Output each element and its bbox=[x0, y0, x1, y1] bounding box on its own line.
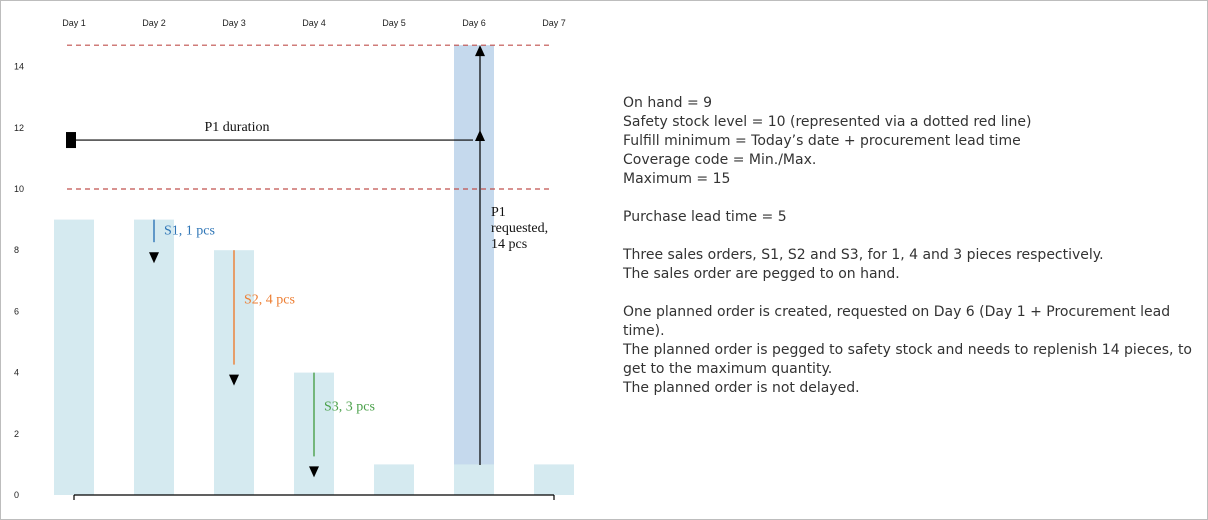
y-tick-label: 12 bbox=[14, 123, 24, 133]
y-tick-label: 10 bbox=[14, 184, 24, 194]
x-tick-label: Day 6 bbox=[462, 18, 486, 28]
sales-arrowhead-2 bbox=[229, 374, 239, 386]
notes-spacer bbox=[623, 189, 1198, 208]
inventory-chart: Day 1 Day 2 Day 3 Day 4 Day 5 Day 6 Day 7 0 2 4 6 8… bbox=[14, 18, 574, 500]
explanation-text: On hand = 9 Safety stock level = 10 (repr… bbox=[623, 94, 1198, 398]
p1-mid-arrowhead bbox=[475, 130, 485, 142]
y-tick-label: 2 bbox=[14, 429, 19, 439]
notes-line: Fulfill minimum = Today’s date + procure… bbox=[623, 133, 1021, 149]
notes-line: On hand = 9 bbox=[623, 95, 713, 111]
y-tick-label: 14 bbox=[14, 62, 24, 72]
y-tick-label: 0 bbox=[14, 490, 19, 500]
sales-arrowhead-1 bbox=[149, 252, 159, 264]
p1-label-line: requested, bbox=[491, 221, 548, 236]
bar-day-5 bbox=[374, 464, 414, 495]
y-tick-label: 4 bbox=[14, 368, 19, 378]
x-tick-label: Day 5 bbox=[382, 18, 406, 28]
y-tick-label: 8 bbox=[14, 245, 19, 255]
x-tick-label: Day 1 bbox=[62, 18, 86, 28]
sales-arrow-label-1: S1, 1 pcs bbox=[164, 224, 215, 239]
bar-day-1 bbox=[54, 219, 94, 495]
notes-line: Coverage code = Min./Max. bbox=[623, 152, 817, 168]
planned-order-column bbox=[454, 45, 494, 496]
p1-label-line: P1 bbox=[491, 205, 506, 220]
p1-label-line: 14 pcs bbox=[491, 237, 527, 252]
x-tick-label: Day 2 bbox=[142, 18, 166, 28]
notes-line: Purchase lead time = 5 bbox=[623, 209, 787, 225]
notes-line: The sales order are pegged to on hand. bbox=[623, 266, 900, 282]
y-tick-label: 6 bbox=[14, 306, 19, 316]
x-tick-label: Day 4 bbox=[302, 18, 326, 28]
sales-arrowhead-3 bbox=[309, 466, 319, 478]
notes-line: Three sales orders, S1, S2 and S3, for 1… bbox=[623, 247, 1104, 263]
notes-line: Safety stock level = 10 (represented via… bbox=[623, 114, 1032, 130]
p1-top-arrowhead bbox=[475, 45, 485, 57]
bar-day-7 bbox=[534, 464, 574, 495]
bar-day-6 bbox=[454, 464, 494, 495]
sales-arrow-label-3: S3, 3 pcs bbox=[324, 400, 375, 415]
notes-line: The planned order is pegged to safety st… bbox=[623, 342, 1192, 377]
duration-label: P1 duration bbox=[205, 120, 270, 135]
notes-line: Maximum = 15 bbox=[623, 171, 731, 187]
notes-line: The planned order is not delayed. bbox=[623, 380, 860, 396]
x-tick-label: Day 3 bbox=[222, 18, 246, 28]
notes-line: One planned order is created, requested … bbox=[623, 304, 1171, 339]
sales-arrow-label-2: S2, 4 pcs bbox=[244, 292, 295, 307]
bar-day-2 bbox=[134, 219, 174, 495]
notes-spacer bbox=[623, 284, 1198, 303]
x-tick-label: Day 7 bbox=[542, 18, 566, 28]
notes-spacer bbox=[623, 227, 1198, 246]
